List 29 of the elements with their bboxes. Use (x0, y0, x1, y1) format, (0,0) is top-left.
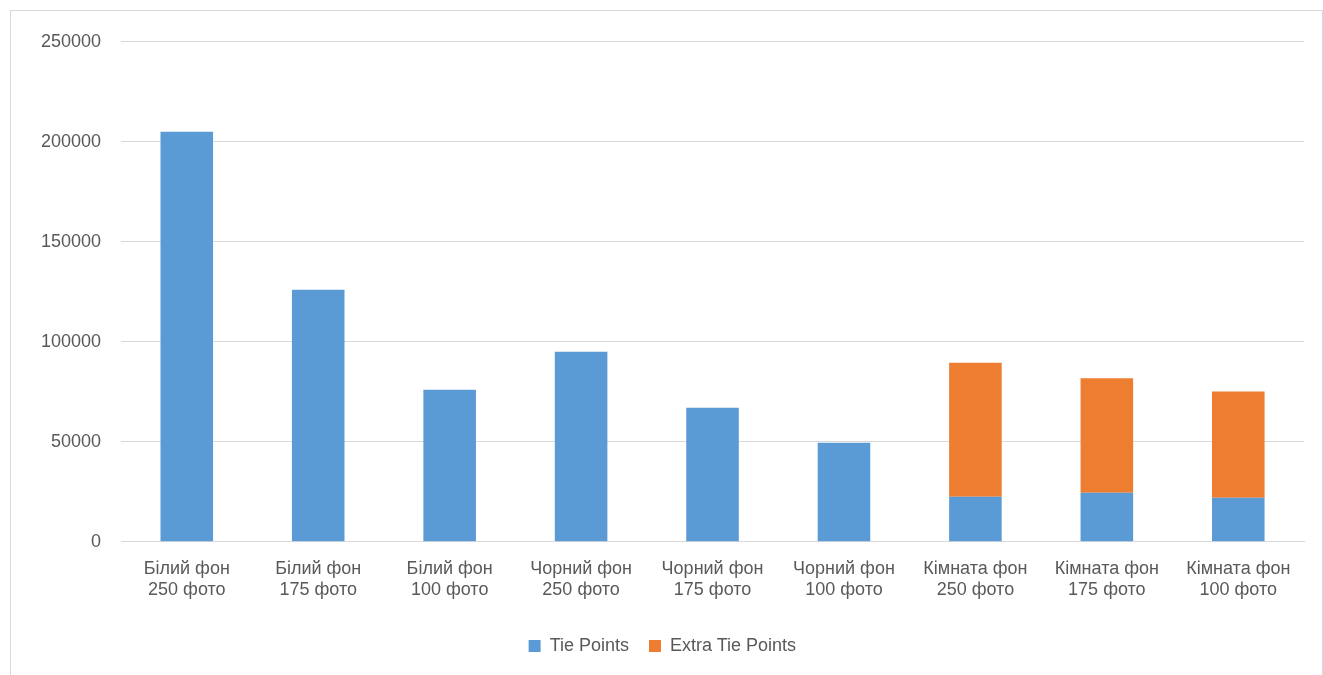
x-tick-label: Чорний фон 175 фото (661, 557, 764, 600)
bar (291, 289, 345, 542)
y-tick-label: 200000 (40, 130, 102, 151)
bar (1080, 492, 1134, 542)
x-tick-label: Білий фон 175 фото (275, 557, 362, 600)
x-tick-label: Кімната фон 100 фото (1186, 557, 1291, 600)
y-tick-label: 100000 (40, 330, 102, 351)
bar (949, 362, 1002, 497)
bar (949, 496, 1002, 542)
y-tick-label: 0 (91, 530, 102, 551)
y-tick-label: 250000 (40, 30, 102, 51)
bar (686, 407, 739, 542)
bar (1211, 391, 1265, 498)
x-tick-label: Чорний фон 250 фото (530, 557, 633, 600)
bar (160, 131, 214, 542)
y-tick-label: 50000 (51, 430, 102, 451)
legend-label: Extra Tie Points (669, 634, 797, 655)
bar (1080, 378, 1134, 493)
x-tick-label: Кімната фон 250 фото (923, 557, 1028, 600)
y-tick-label: 150000 (40, 230, 102, 251)
x-tick-label: Білий фон 100 фото (406, 557, 493, 600)
x-tick-label: Білий фон 250 фото (143, 557, 230, 600)
bar (1211, 497, 1265, 542)
x-tick-label: Кімната фон 175 фото (1054, 557, 1159, 600)
bar (817, 442, 871, 542)
legend-label: Tie Points (549, 634, 629, 655)
bar (423, 389, 476, 542)
bar (554, 351, 608, 542)
x-tick-label: Чорний фон 100 фото (793, 557, 895, 600)
